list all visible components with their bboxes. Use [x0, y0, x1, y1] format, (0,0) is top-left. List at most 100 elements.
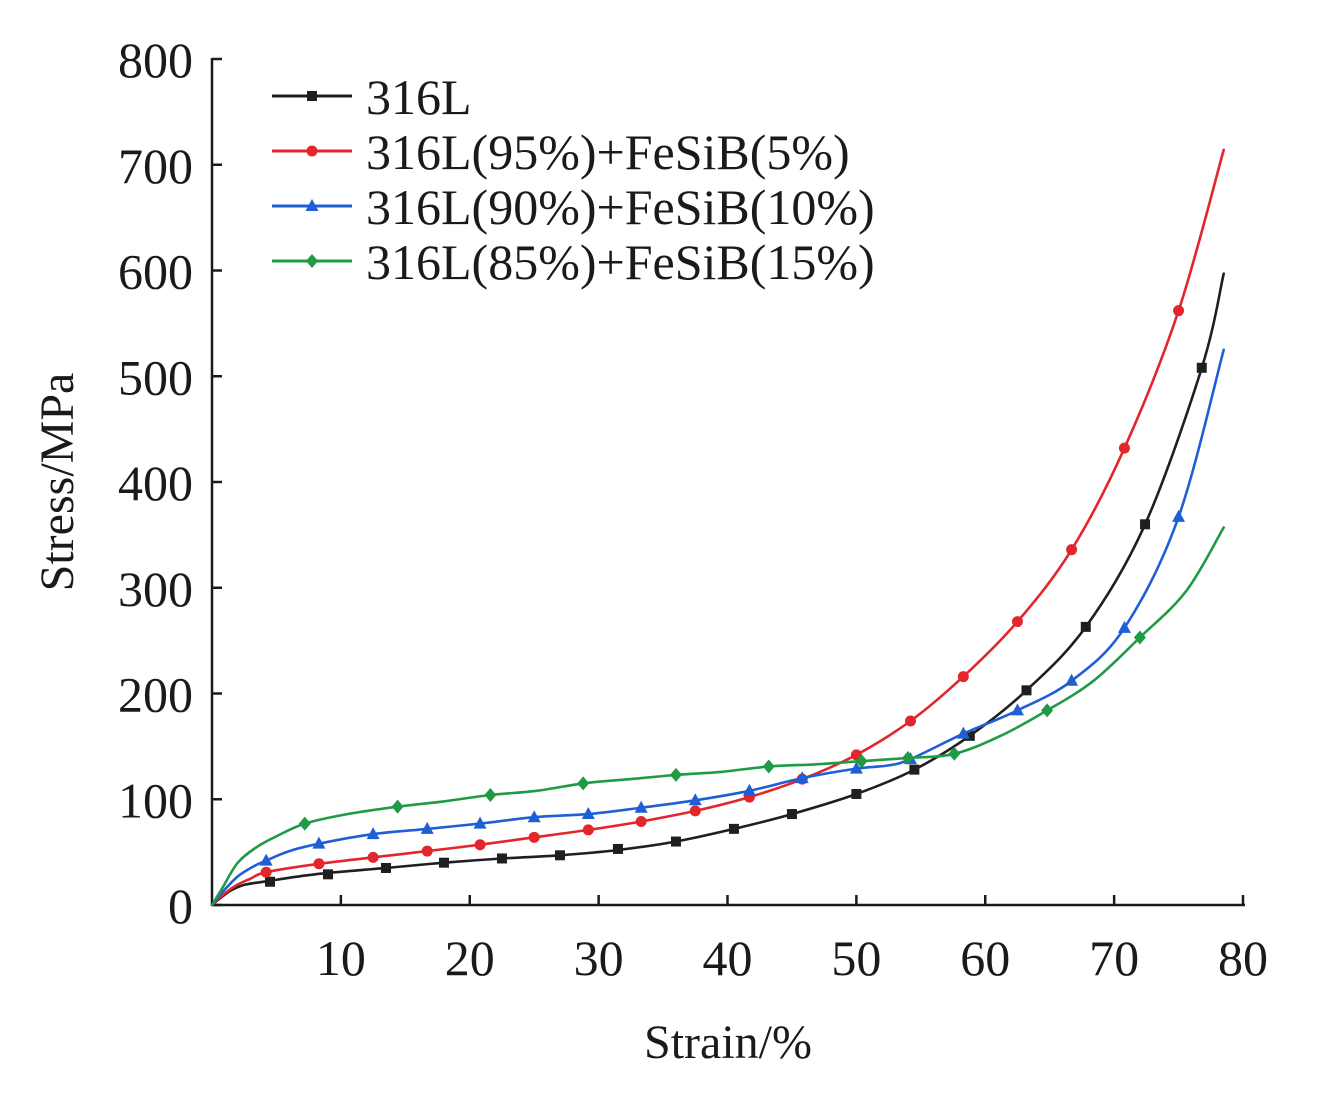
- data-point: [259, 853, 273, 866]
- data-point: [956, 726, 970, 739]
- x-axis-label: Strain/%: [644, 1016, 812, 1069]
- y-tick-label: 400: [118, 455, 193, 511]
- legend-label: 316L(90%)+FeSiB(10%): [366, 179, 875, 235]
- data-point: [1118, 442, 1130, 454]
- data-point: [582, 824, 594, 836]
- y-tick-label: 800: [118, 32, 193, 88]
- data-point: [367, 851, 379, 863]
- series-3: [210, 348, 1225, 907]
- data-point: [670, 836, 681, 847]
- data-point: [391, 799, 404, 814]
- data-point: [612, 843, 623, 854]
- series-4: [210, 526, 1225, 907]
- legend-label: 316L(95%)+FeSiB(5%): [366, 124, 850, 180]
- data-point: [312, 836, 326, 849]
- data-point: [1041, 703, 1054, 718]
- data-point: [669, 767, 682, 782]
- data-point: [1010, 703, 1024, 716]
- data-point: [1066, 544, 1078, 556]
- data-point: [260, 866, 272, 878]
- series-1: [210, 272, 1225, 907]
- series-line: [210, 272, 1225, 907]
- data-point: [473, 816, 487, 829]
- data-point: [528, 831, 540, 843]
- data-point: [496, 853, 507, 864]
- legend-label: 316L(85%)+FeSiB(15%): [366, 234, 875, 290]
- data-point: [1011, 616, 1023, 628]
- data-point: [581, 807, 595, 820]
- data-point: [964, 730, 975, 741]
- data-point: [484, 788, 497, 803]
- data-point: [527, 810, 541, 823]
- data-point: [420, 821, 434, 834]
- data-point: [1173, 305, 1185, 317]
- legend-item: 316L: [272, 69, 472, 125]
- data-point: [762, 759, 775, 774]
- data-point: [901, 751, 914, 766]
- data-point: [366, 827, 380, 840]
- legend-marker: [306, 254, 318, 268]
- x-tick-label: 10: [316, 930, 366, 986]
- data-point: [851, 788, 862, 799]
- data-point: [909, 764, 920, 775]
- data-point: [634, 800, 648, 813]
- data-point: [322, 869, 333, 880]
- data-point: [554, 850, 565, 861]
- data-point: [298, 816, 311, 831]
- data-point: [1140, 519, 1151, 530]
- legend-label: 316L: [366, 69, 472, 125]
- y-tick-label: 300: [118, 561, 193, 617]
- data-point: [577, 776, 590, 791]
- data-point: [1065, 673, 1079, 686]
- data-point: [1133, 630, 1146, 645]
- legend-item: 316L(95%)+FeSiB(5%): [272, 124, 850, 180]
- data-point: [855, 754, 868, 769]
- legend-marker: [306, 145, 318, 157]
- data-point: [957, 671, 969, 683]
- y-tick-label: 700: [118, 138, 193, 194]
- data-point: [421, 845, 433, 857]
- data-point: [1196, 362, 1207, 373]
- data-point: [1080, 621, 1091, 632]
- y-axis-label: Stress/MPa: [31, 373, 84, 592]
- series-layer: [210, 148, 1225, 907]
- legend: 316L316L(95%)+FeSiB(5%)316L(90%)+FeSiB(1…: [272, 69, 875, 290]
- series-line: [210, 348, 1225, 907]
- data-point: [689, 805, 701, 817]
- data-point: [474, 839, 486, 851]
- ticks: 10 20 30 40 50 60 70 80010020030040050060070080…: [118, 32, 1268, 986]
- legend-item: 316L(85%)+FeSiB(15%): [272, 234, 875, 290]
- y-tick-label: 100: [118, 772, 193, 828]
- y-tick-label: 600: [118, 244, 193, 300]
- data-point: [786, 809, 797, 820]
- data-point: [635, 815, 647, 827]
- data-point: [688, 793, 702, 806]
- legend-marker: [307, 91, 317, 101]
- x-tick-label: 60: [960, 930, 1010, 986]
- data-point: [905, 715, 917, 727]
- y-tick-label: 200: [118, 667, 193, 723]
- x-tick-label: 70: [1089, 930, 1139, 986]
- data-point: [728, 823, 739, 834]
- data-point: [313, 858, 325, 870]
- x-tick-label: 50: [831, 930, 881, 986]
- data-point: [742, 783, 756, 796]
- data-point: [380, 862, 391, 873]
- y-tick-label: 0: [168, 878, 193, 934]
- data-point: [1172, 509, 1186, 522]
- legend-marker: [305, 199, 319, 211]
- data-point: [795, 771, 809, 784]
- x-tick-label: 30: [574, 930, 624, 986]
- data-point: [1117, 620, 1131, 633]
- x-tick-label: 40: [703, 930, 753, 986]
- x-tick-label: 20: [445, 930, 495, 986]
- data-point: [438, 857, 449, 868]
- series-line: [210, 526, 1225, 907]
- data-point: [948, 746, 961, 761]
- x-tick-label: 80: [1218, 930, 1268, 986]
- y-tick-label: 500: [118, 349, 193, 405]
- legend-item: 316L(90%)+FeSiB(10%): [272, 179, 875, 235]
- data-point: [264, 876, 275, 887]
- data-point: [1021, 685, 1032, 696]
